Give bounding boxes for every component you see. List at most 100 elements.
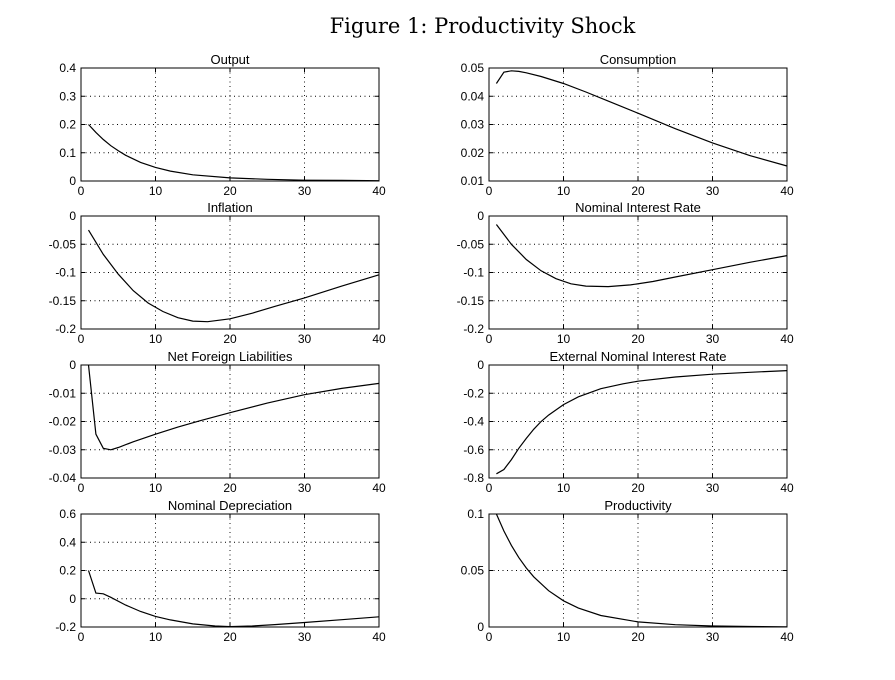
chart-1-xtick-label: 20 [223, 184, 237, 198]
chart-4-xtick-label: 30 [706, 332, 720, 346]
chart-2-xtick-label: 40 [780, 184, 794, 198]
chart-7-title: Nominal Depreciation [168, 498, 292, 513]
chart-4-ytick-label: -0.2 [463, 322, 484, 336]
chart-1-ytick-label: 0.2 [59, 118, 76, 132]
chart-1-xtick-label: 10 [149, 184, 163, 198]
chart-5-ytick-label: 0 [69, 358, 76, 372]
chart-7-xtick-label: 20 [223, 630, 237, 644]
chart-6-title: External Nominal Interest Rate [549, 349, 726, 364]
chart-3-xtick-label: 0 [78, 332, 85, 346]
chart-3-xtick-label: 20 [223, 332, 237, 346]
chart-2-xtick-label: 10 [557, 184, 571, 198]
chart-7-ytick-label: 0 [69, 592, 76, 606]
chart-2-series-line [495, 70, 788, 167]
chart-8-series-line [495, 513, 788, 628]
chart-3-xtick-label: 10 [149, 332, 163, 346]
chart-2-ytick-label: 0.04 [461, 89, 485, 103]
chart-5-series-line [87, 364, 380, 451]
chart-5-ytick-label: -0.01 [49, 386, 77, 400]
chart-1-ytick-label: 0 [69, 174, 76, 188]
chart-7-ytick-label: 0.6 [59, 507, 76, 521]
chart-6-ytick-label: -0.8 [463, 471, 484, 485]
chart-6-ytick-label: -0.4 [463, 415, 484, 429]
chart-5-title: Net Foreign Liabilities [167, 349, 293, 364]
figure-title: Figure 1: Productivity Shock [329, 14, 636, 38]
chart-7-xtick-label: 30 [298, 630, 312, 644]
chart-5-xtick-label: 10 [149, 481, 163, 495]
chart-2-xtick-label: 30 [706, 184, 720, 198]
chart-7-ytick-label: 0.2 [59, 564, 76, 578]
chart-3-ytick-label: 0 [69, 209, 76, 223]
chart-5-xtick-label: 40 [372, 481, 386, 495]
chart-2-ytick-label: 0.05 [461, 61, 485, 75]
chart-6-panel: 0 10 20 30 40 -0.8 -0.6 -0.4 -0.2 0 External Nomin… [463, 349, 794, 495]
chart-2-ytick-label: 0.01 [461, 174, 485, 188]
chart-5-ytick-label: -0.04 [49, 471, 77, 485]
chart-8-panel: 0 10 20 30 40 0 0.05 0.1 Productivity [461, 498, 794, 644]
chart-7-series-line [87, 570, 380, 628]
chart-5-ytick-label: -0.03 [49, 443, 77, 457]
chart-1-ytick-label: 0.3 [59, 89, 76, 103]
chart-7-ytick-label: -0.2 [55, 620, 76, 634]
chart-3-panel: 0 10 20 30 40 -0.2 -0.15 -0.1 -0.05 0 Inflation [49, 200, 386, 346]
chart-3-ytick-label: -0.2 [55, 322, 76, 336]
chart-2-ytick-label: 0.02 [461, 146, 485, 160]
chart-6-ytick-label: 0 [477, 358, 484, 372]
chart-4-ytick-label: -0.15 [457, 294, 485, 308]
chart-4-panel: 0 10 20 30 40 -0.2 -0.15 -0.1 -0.05 0 Nominal Inte… [457, 200, 794, 346]
chart-5-xtick-label: 0 [78, 481, 85, 495]
chart-7-ytick-label: 0.4 [59, 535, 76, 549]
chart-1-ytick-label: 0.4 [59, 61, 76, 75]
chart-5-xtick-label: 20 [223, 481, 237, 495]
chart-4-ytick-label: 0 [477, 209, 484, 223]
chart-5-xtick-label: 30 [298, 481, 312, 495]
chart-5-panel: 0 10 20 30 40 -0.04 -0.03 -0.02 -0.01 0 Net Foreig… [49, 349, 386, 495]
chart-4-series-line [495, 224, 788, 288]
chart-4-xtick-label: 20 [631, 332, 645, 346]
chart-8-ytick-label: 0 [477, 620, 484, 634]
chart-6-xtick-label: 0 [486, 481, 493, 495]
chart-1-ytick-label: 0.1 [59, 146, 76, 160]
chart-6-ytick-label: -0.6 [463, 443, 484, 457]
chart-4-xtick-label: 40 [780, 332, 794, 346]
chart-2-xtick-label: 20 [631, 184, 645, 198]
chart-1-series-line [88, 124, 380, 182]
chart-3-series-line [87, 229, 380, 323]
chart-4-xtick-label: 10 [557, 332, 571, 346]
chart-3-ytick-label: -0.1 [55, 266, 76, 280]
chart-3-xtick-label: 30 [298, 332, 312, 346]
chart-8-xtick-label: 20 [631, 630, 645, 644]
chart-8-xtick-label: 0 [486, 630, 493, 644]
chart-6-xtick-label: 40 [780, 481, 794, 495]
chart-1-title: Output [210, 52, 249, 67]
chart-2-xtick-label: 0 [486, 184, 493, 198]
chart-3-xtick-label: 40 [372, 332, 386, 346]
chart-4-ytick-label: -0.1 [463, 266, 484, 280]
chart-8-title: Productivity [604, 498, 672, 513]
chart-6-xtick-label: 10 [557, 481, 571, 495]
chart-2-ytick-label: 0.03 [461, 118, 485, 132]
chart-3-ytick-label: -0.15 [49, 294, 77, 308]
chart-8-ytick-label: 0.1 [467, 507, 484, 521]
chart-1-xtick-label: 40 [372, 184, 386, 198]
chart-3-title: Inflation [207, 200, 253, 215]
chart-8-xtick-label: 40 [780, 630, 794, 644]
chart-6-xtick-label: 30 [706, 481, 720, 495]
chart-6-ytick-label: -0.2 [463, 386, 484, 400]
chart-4-title: Nominal Interest Rate [575, 200, 701, 215]
chart-5-ytick-label: -0.02 [49, 415, 77, 429]
chart-3-ytick-label: -0.05 [49, 237, 77, 251]
chart-8-xtick-label: 10 [557, 630, 571, 644]
chart-7-xtick-label: 40 [372, 630, 386, 644]
chart-1-xtick-label: 0 [78, 184, 85, 198]
chart-2-panel: 0 10 20 30 40 0.01 0.02 0.03 0.04 0.05 Consumption [461, 52, 794, 198]
chart-1-panel: 0 10 20 30 40 0 0.1 0.2 0.3 0.4 Output [59, 52, 386, 198]
chart-8-xtick-label: 30 [706, 630, 720, 644]
chart-7-xtick-label: 10 [149, 630, 163, 644]
chart-6-series-line [496, 370, 788, 475]
chart-8-ytick-label: 0.05 [461, 564, 485, 578]
chart-4-xtick-label: 0 [486, 332, 493, 346]
chart-6-xtick-label: 20 [631, 481, 645, 495]
